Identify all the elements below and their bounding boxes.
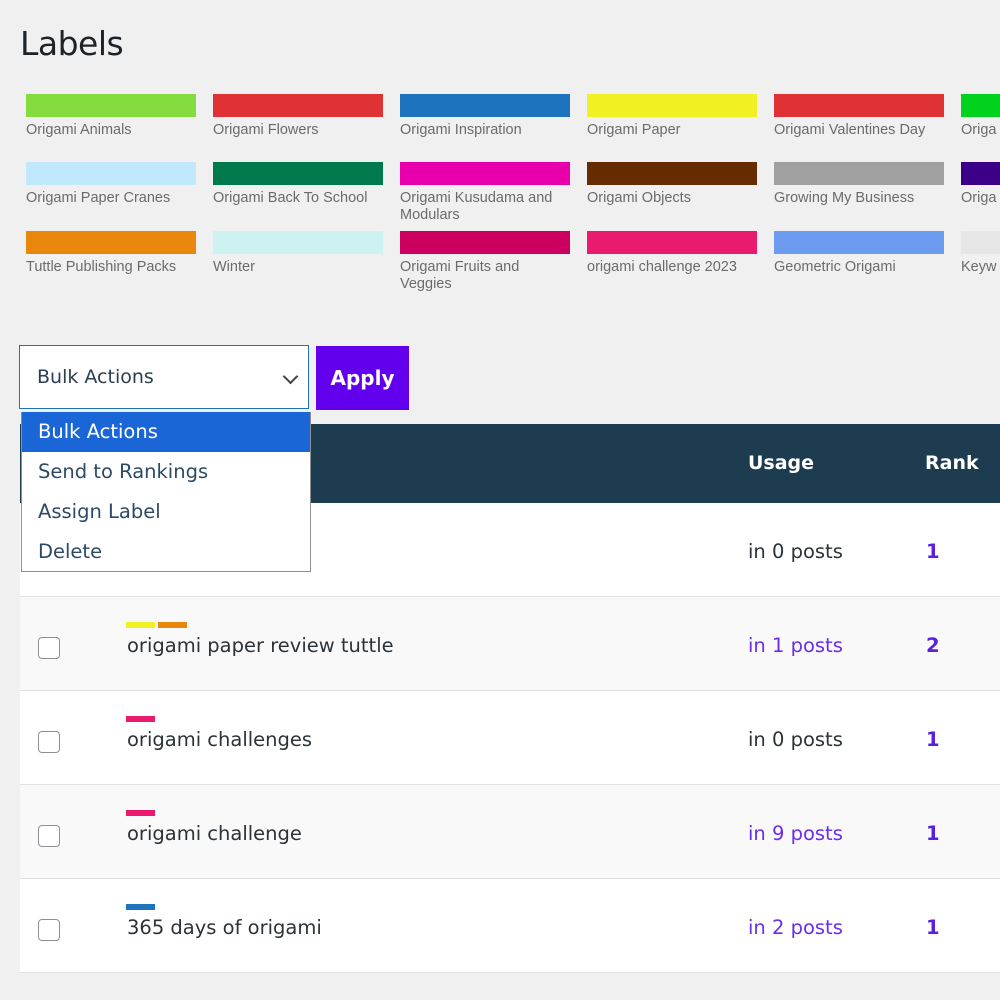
usage-value: in 0 posts [748,728,843,751]
label-item[interactable]: Origami Paper Cranes [26,162,196,207]
label-item[interactable]: Growing My Business [774,162,944,207]
rank-value[interactable]: 1 [926,728,940,751]
label-item[interactable]: Origami Animals [26,94,196,139]
label-color-bar [158,622,187,628]
page-title: Labels [20,24,124,63]
table-row: 365 days of origami in 2 posts 1 [20,879,1000,973]
dropdown-option[interactable]: Send to Rankings [38,460,209,483]
label-item[interactable]: Origa [961,94,1000,139]
label-item[interactable]: Geometric Origami [774,231,944,276]
label-name: Origami Valentines Day [774,122,926,138]
dropdown-option[interactable]: Delete [38,540,103,563]
row-checkbox[interactable] [38,919,60,941]
keywords-table: Usage Rank in 0 posts 1 origami paper revi… [20,424,1000,973]
row-label-bars [126,904,155,910]
label-swatch [774,231,944,254]
label-name: Origami Objects [587,190,691,206]
label-name: Keyw [961,259,997,275]
label-item[interactable]: Origami Fruits and Veggies [400,231,570,293]
apply-button[interactable]: Apply [316,346,409,410]
label-color-bar [126,810,155,816]
label-name: Origami Kusudama and Modulars [400,190,553,223]
label-grid: Origami Animals Origami Flowers Origami In… [26,94,1000,304]
label-item[interactable]: Origami Inspiration [400,94,570,139]
keyword-name: 365 days of origami [127,916,322,939]
chevron-down-icon [282,368,299,385]
label-swatch [587,94,757,117]
column-rank[interactable]: Rank [925,452,979,474]
row-checkbox[interactable] [38,731,60,753]
column-usage[interactable]: Usage [748,452,815,474]
rank-value[interactable]: 1 [926,540,940,563]
label-name: Origami Animals [26,122,132,138]
label-swatch [774,162,944,185]
label-swatch [400,162,570,185]
usage-value[interactable]: in 2 posts [748,916,843,939]
label-name: Tuttle Publishing Packs [26,259,177,275]
label-item[interactable]: Origami Valentines Day [774,94,944,139]
label-swatch [961,94,1000,117]
row-label-bars [126,716,155,722]
table-row: origami paper review tuttle in 1 posts 2 [20,597,1000,691]
label-item[interactable]: Origami Paper [587,94,757,139]
row-label-bars [126,622,187,628]
label-name: Geometric Origami [774,259,896,275]
label-item[interactable]: Tuttle Publishing Packs [26,231,196,276]
dropdown-option[interactable]: Assign Label [38,500,161,523]
label-color-bar [126,622,155,628]
label-item[interactable]: Origami Back To School [213,162,383,207]
label-name: Origami Flowers [213,122,319,138]
label-swatch [26,162,196,185]
bulk-actions-select[interactable]: Bulk Actions [19,345,309,409]
label-swatch [213,162,383,185]
label-name: Origami Paper [587,122,681,138]
label-swatch [26,231,196,254]
usage-value[interactable]: in 9 posts [748,822,843,845]
label-swatch [587,231,757,254]
row-checkbox[interactable] [38,637,60,659]
row-checkbox[interactable] [38,825,60,847]
label-name: Origami Inspiration [400,122,522,138]
table-row: origami challenges in 0 posts 1 [20,691,1000,785]
label-swatch [961,162,1000,185]
label-swatch [961,231,1000,254]
label-item[interactable]: Origami Kusudama and Modulars [400,162,570,224]
label-item[interactable]: Winter [213,231,383,276]
label-name: Origa [961,190,997,206]
label-swatch [400,94,570,117]
label-swatch [213,94,383,117]
rank-value[interactable]: 1 [926,916,940,939]
label-swatch [26,94,196,117]
table-row: origami challenge in 9 posts 1 [20,785,1000,879]
row-label-bars [126,810,155,816]
label-name: Origa [961,122,997,138]
label-item[interactable]: Origami Objects [587,162,757,207]
label-name: origami challenge 2023 [587,259,737,275]
label-name: Winter [213,259,255,275]
rank-value[interactable]: 2 [926,634,940,657]
rank-value[interactable]: 1 [926,822,940,845]
usage-value: in 0 posts [748,540,843,563]
label-color-bar [126,716,155,722]
label-name: Origami Back To School [213,190,368,206]
label-item[interactable]: Origami Flowers [213,94,383,139]
keyword-name: origami challenges [127,728,313,751]
label-color-bar [126,904,155,910]
label-item[interactable]: Keyw [961,231,1000,276]
label-swatch [774,94,944,117]
label-item[interactable]: origami challenge 2023 [587,231,757,276]
bulk-actions-value: Bulk Actions [37,366,154,388]
keyword-name: origami challenge [127,822,302,845]
dropdown-option[interactable]: Bulk Actions [22,412,310,452]
label-swatch [400,231,570,254]
label-item[interactable]: Origa [961,162,1000,207]
keyword-name: origami paper review tuttle [127,634,394,657]
label-swatch [213,231,383,254]
label-name: Growing My Business [774,190,915,206]
usage-value[interactable]: in 1 posts [748,634,843,657]
bulk-actions-dropdown: Bulk Actions Send to Rankings Assign Label… [21,412,311,572]
label-name: Origami Paper Cranes [26,190,171,206]
label-swatch [587,162,757,185]
label-name: Origami Fruits and Veggies [400,259,520,292]
